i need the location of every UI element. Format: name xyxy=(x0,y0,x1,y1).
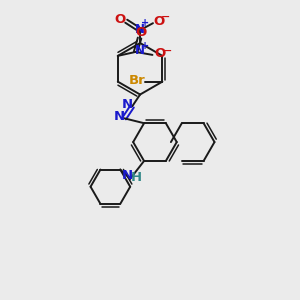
Text: O: O xyxy=(153,15,164,28)
Text: O: O xyxy=(135,26,146,39)
Text: N: N xyxy=(135,44,145,57)
Text: N: N xyxy=(122,169,133,182)
Text: −: − xyxy=(161,12,170,22)
Text: +: + xyxy=(142,41,150,51)
Text: O: O xyxy=(155,47,166,60)
Text: N: N xyxy=(114,110,125,123)
Text: Br: Br xyxy=(128,74,145,87)
Text: +: + xyxy=(141,18,149,28)
Text: O: O xyxy=(115,13,126,26)
Text: N: N xyxy=(122,98,133,111)
Text: N: N xyxy=(135,22,145,36)
Text: H: H xyxy=(130,171,142,184)
Text: −: − xyxy=(163,46,172,56)
